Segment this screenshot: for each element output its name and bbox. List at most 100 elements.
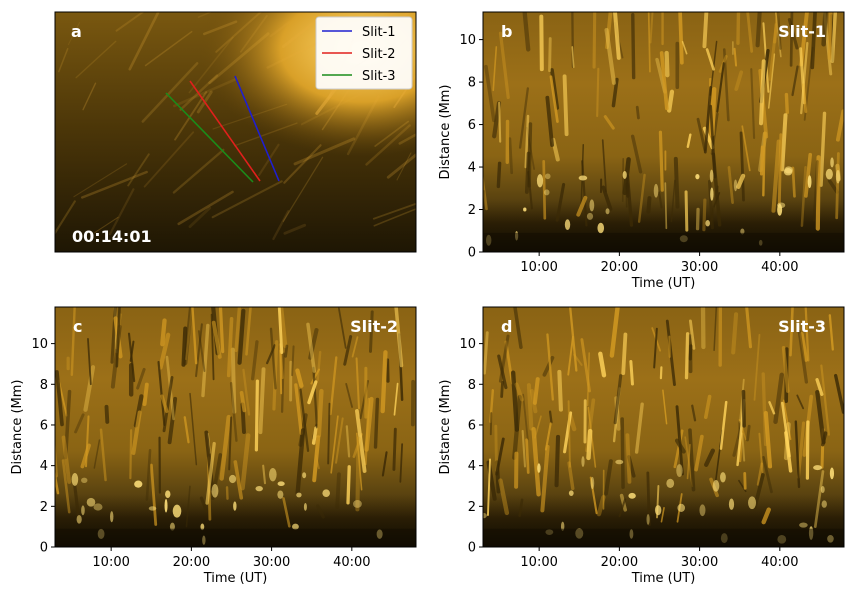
heatmap-streak: [550, 68, 560, 110]
heatmap-streak: [759, 59, 766, 126]
heatmap-streak: [80, 443, 91, 469]
heatmap-streak: [316, 350, 322, 382]
heatmap-streak: [613, 12, 621, 60]
x-tick-label: 40:00: [761, 555, 798, 570]
heatmap-streak: [330, 415, 339, 474]
heatmap-streak: [774, 12, 782, 58]
heatmap-streak: [513, 307, 523, 349]
heatmap-streak: [277, 307, 284, 355]
panel-a-fibril: [346, 95, 380, 156]
y-tick-label: 4: [40, 459, 48, 474]
heatmap-streak: [355, 436, 361, 512]
heatmap-streak: [773, 372, 784, 424]
panel-a-fibril: [82, 82, 97, 111]
heatmap-streak: [815, 389, 826, 445]
heatmap-streak: [355, 357, 360, 410]
heatmap-streak: [278, 307, 288, 348]
heatmap-streak: [316, 388, 324, 438]
panel-c-title: Slit-2: [350, 317, 398, 336]
heatmap-streak: [266, 344, 276, 365]
heatmap-bright-spot: [211, 484, 219, 498]
heatmap-streak: [586, 428, 593, 461]
heatmap-bright-spot: [799, 522, 808, 528]
heatmap-streak: [524, 114, 530, 169]
heatmap-streak: [761, 507, 771, 525]
heatmap-streak: [667, 89, 675, 113]
heatmap-streak: [230, 347, 237, 414]
heatmap-streak: [329, 356, 338, 416]
heatmap-streak: [810, 12, 817, 70]
heatmap-bright-spot: [710, 187, 714, 201]
heatmap-streak: [494, 424, 499, 472]
panel-d: 0 2 4 6 8 10 10:00 20:00 30:00 40:00 Time (UT) Dist…: [438, 306, 845, 586]
heatmap-bright-spot: [666, 478, 675, 488]
heatmap-streak: [525, 438, 530, 474]
heatmap-streak: [780, 113, 788, 172]
heatmap-streak: [284, 344, 289, 358]
heatmap-bright-spot: [169, 522, 175, 531]
heatmap-bright-spot: [134, 480, 143, 488]
heatmap-bright-spot: [709, 169, 714, 183]
heatmap-streak: [755, 12, 762, 48]
x-tick-label: 40:00: [761, 260, 798, 275]
y-tick-label: 8: [468, 378, 476, 393]
heatmap-streak: [282, 497, 291, 528]
heatmap-bright-spot: [269, 467, 277, 482]
heatmap-streak: [310, 368, 321, 385]
panel-a-fibril: [272, 210, 290, 241]
y-axis-label: Distance (Mm): [438, 85, 453, 180]
heatmap-bright-spot: [536, 174, 544, 188]
heatmap-streak: [753, 473, 765, 510]
panel-a-fibril: [293, 137, 356, 166]
heatmap-bright-spot: [590, 476, 595, 490]
panel-a-fibril: [203, 20, 238, 36]
heatmap-streak: [356, 432, 363, 491]
heatmap-bright-spot: [705, 220, 710, 227]
panel-c-label: c: [73, 317, 82, 336]
x-axis-label: Time (UT): [631, 571, 696, 586]
heatmap-streak: [665, 319, 676, 387]
y-tick-label: 8: [40, 378, 48, 393]
heatmap-bright-spot: [537, 463, 541, 473]
heatmap-streak: [269, 327, 277, 390]
panel-a-fibril: [127, 153, 150, 187]
heatmap-bright-spot: [654, 505, 662, 516]
panel-d-heatmap: [483, 307, 844, 547]
y-tick-label: 4: [468, 161, 476, 176]
panel-a-fibril: [188, 36, 234, 94]
heatmap-streak: [498, 478, 510, 516]
heatmap-streak: [518, 87, 529, 149]
heatmap-streak: [684, 332, 690, 380]
heatmap-streak: [495, 437, 505, 476]
panel-d-title: Slit-3: [778, 317, 826, 336]
heatmap-streak: [794, 420, 801, 489]
heatmap-streak: [294, 383, 303, 435]
panel-a-fibril: [144, 30, 193, 67]
heatmap-streak: [254, 379, 259, 452]
y-tick-label: 8: [468, 76, 476, 91]
heatmap-streak: [637, 173, 646, 223]
heatmap-streak: [351, 336, 359, 358]
heatmap-streak: [335, 472, 341, 509]
legend-label-slit-2: Slit-2: [362, 47, 396, 62]
heatmap-streak: [586, 352, 591, 407]
y-tick-label: 2: [468, 203, 476, 218]
heatmap-streak: [532, 377, 540, 405]
heatmap-streak: [601, 185, 613, 211]
panel-a-fibril: [365, 124, 411, 166]
panel-a-fibril: [143, 131, 195, 188]
heatmap-bright-spot: [825, 168, 833, 180]
panel-a-fibril: [80, 170, 148, 199]
heatmap-streak: [498, 31, 510, 100]
heatmap-streak: [355, 409, 367, 473]
panel-a-fibril: [239, 14, 268, 53]
heatmap-streak: [335, 417, 344, 464]
heatmap-streak: [835, 109, 844, 142]
heatmap-bright-spot: [783, 168, 793, 176]
heatmap-streak: [199, 496, 209, 513]
panel-a-fibril: [372, 202, 416, 220]
heatmap-streak: [799, 331, 809, 362]
heatmap-streak: [555, 182, 566, 222]
heatmap-streak: [237, 308, 246, 365]
heatmap-streak: [781, 401, 791, 458]
